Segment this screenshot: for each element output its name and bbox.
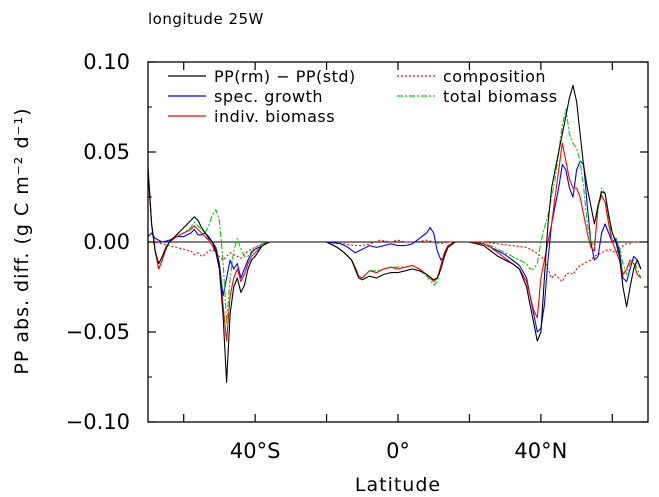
legend-label: total biomass (443, 87, 558, 106)
axis-ticks: 0.10 0.05 0.00 −0.05 −0.10 40°S 0° 40°N (66, 50, 648, 463)
x-tick-label: 40°N (514, 439, 567, 463)
x-axis-label: Latitude (355, 474, 441, 496)
legend-label: composition (443, 67, 546, 86)
series-line-0 (148, 84, 642, 383)
y-axis-label: PP abs. diff. (g C m⁻² d⁻¹) (11, 107, 33, 374)
y-tick-label: 0.05 (83, 140, 130, 164)
legend-label: spec. growth (214, 87, 323, 106)
chart-subtitle: longitude 25W (148, 10, 264, 28)
x-tick-label: 0° (386, 439, 410, 463)
series-line-3 (148, 239, 641, 283)
y-tick-label: 0.00 (83, 230, 130, 254)
x-tick-label: 40°S (230, 439, 281, 463)
series-line-4 (148, 108, 642, 324)
series-line-1 (148, 160, 642, 333)
legend-label: PP(rm) − PP(std) (214, 67, 356, 86)
series-lines (148, 84, 642, 383)
y-tick-label: 0.10 (83, 50, 130, 74)
legend-label: indiv. biomass (214, 107, 335, 126)
y-tick-label: −0.10 (66, 410, 130, 434)
y-tick-label: −0.05 (66, 320, 130, 344)
